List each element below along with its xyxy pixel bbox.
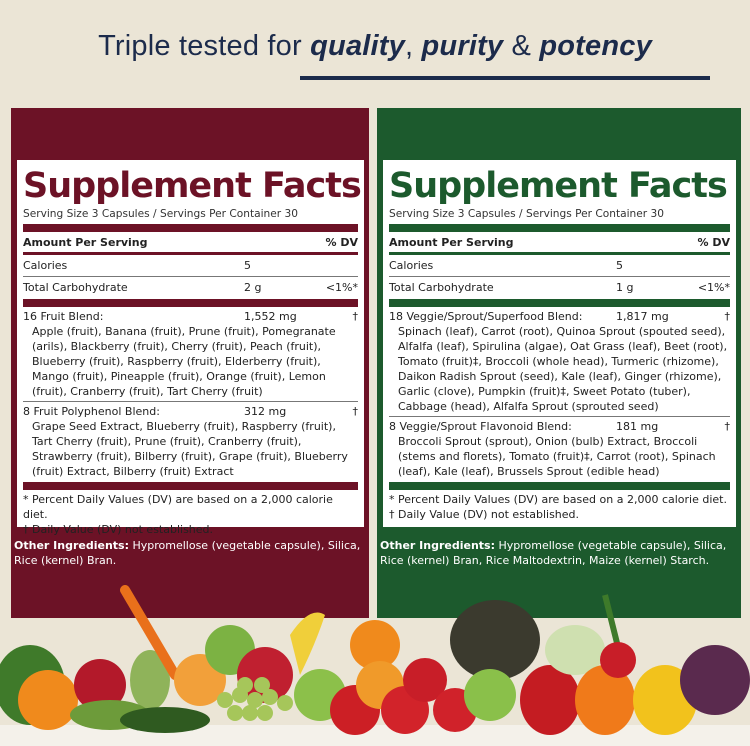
blend-ingredients: Apple (fruit), Banana (fruit), Prune (fr… (32, 325, 336, 398)
facts-title: Supplement Facts (23, 166, 362, 206)
facts-title: Supplement Facts (389, 166, 728, 206)
headline-sep: & (503, 30, 540, 62)
divider (389, 276, 730, 277)
fruit-vegetable-illustration (0, 585, 750, 746)
tomato (403, 658, 447, 702)
cabbage (545, 625, 605, 675)
amount-header-row: Amount Per Serving % DV (389, 234, 730, 251)
headline-underline (300, 76, 710, 80)
nutrient-dv (686, 257, 730, 274)
nutrient-amount: 2 g (244, 281, 262, 294)
calories-row: Calories 5 (23, 257, 358, 274)
veggie-facts-panel: Supplement Facts Serving Size 3 Capsules… (377, 108, 741, 618)
amount-header: Amount Per Serving (23, 236, 148, 249)
blend-dv: † (352, 310, 359, 323)
other-ingredients-text: Hypromellose (vegetable capsule), Silica… (380, 539, 727, 567)
carbs-row: Total Carbohydrate 1 g <1%* (389, 279, 730, 296)
apple (74, 659, 126, 711)
other-ingredients-text: Hypromellose (vegetable capsule), Silica… (14, 539, 361, 567)
fruit-facts-panel: Supplement Facts Serving Size 3 Capsules… (11, 108, 369, 618)
divider (389, 224, 730, 232)
divider (389, 482, 730, 490)
other-ingredients-label: Other Ingredients: (14, 539, 129, 552)
orange (18, 670, 78, 730)
blend-amount: 1,552 mg (244, 310, 297, 323)
blend-name: 16 Fruit Blend: (23, 310, 104, 323)
nutrient-amount: 1 g (616, 281, 634, 294)
cucumber (120, 707, 210, 733)
other-ingredients-label: Other Ingredients: (380, 539, 495, 552)
other-ingredients: Other Ingredients: Hypromellose (vegetab… (14, 538, 363, 568)
footnote-dagger: † Daily Value (DV) not established. (389, 508, 580, 521)
blend-amount: 312 mg (244, 405, 287, 418)
nutrient-name: Calories (23, 259, 68, 272)
orange-pepper (575, 665, 635, 735)
pear (130, 650, 170, 710)
nutrient-dv: <1%* (325, 281, 358, 294)
divider (23, 299, 358, 307)
divider (389, 252, 730, 255)
headline-potency: potency (539, 30, 652, 62)
nutrient-name: Calories (389, 259, 434, 272)
tomato (600, 642, 636, 678)
blend-row: 16 Fruit Blend: 1,552 mg † Apple (fruit), … (23, 309, 358, 399)
blend-row: 18 Veggie/Sprout/Superfood Blend: 1,817 m… (389, 309, 730, 414)
divider (389, 416, 730, 417)
green-apple (464, 669, 516, 721)
blend-dv: † (724, 420, 731, 433)
nutrient-amount: 5 (244, 259, 251, 272)
amount-header: Amount Per Serving (389, 236, 514, 249)
veggie-facts-card: Supplement Facts Serving Size 3 Capsules… (383, 160, 736, 527)
fruit-facts-card: Supplement Facts Serving Size 3 Capsules… (17, 160, 364, 536)
blend-name: 8 Fruit Polyphenol Blend: (23, 405, 160, 418)
dv-header: % DV (697, 236, 731, 249)
nutrient-dv: <1%* (697, 281, 730, 294)
dv-header: % DV (325, 236, 359, 249)
carrot (120, 585, 180, 680)
headline-purity: purity (421, 30, 504, 62)
lettuce (450, 600, 540, 680)
blend-amount: 1,817 mg (616, 310, 669, 323)
serving-info: Serving Size 3 Capsules / Servings Per C… (23, 208, 298, 220)
red-pepper (520, 665, 580, 735)
blend-ingredients: Grape Seed Extract, Blueberry (fruit), R… (32, 420, 348, 478)
blend-amount: 181 mg (616, 420, 659, 433)
blend-ingredients: Spinach (leaf), Carrot (root), Quinoa Sp… (398, 325, 728, 413)
blend-name: 8 Veggie/Sprout Flavonoid Blend: (389, 420, 572, 433)
divider (23, 276, 358, 277)
divider (23, 482, 358, 490)
blend-name: 18 Veggie/Sprout/Superfood Blend: (389, 310, 583, 323)
headline-sep: , (404, 30, 422, 62)
footnote-dv: * Percent Daily Values (DV) are based on… (23, 493, 333, 521)
orange (350, 620, 400, 670)
divider (23, 224, 358, 232)
red-cabbage (680, 645, 750, 715)
blend-row: 8 Veggie/Sprout Flavonoid Blend: 181 mg † … (389, 419, 730, 479)
nutrient-name: Total Carbohydrate (23, 281, 128, 294)
headline-quality: quality (310, 30, 405, 62)
blend-dv: † (352, 405, 359, 418)
carbs-row: Total Carbohydrate 2 g <1%* (23, 279, 358, 296)
blend-row: 8 Fruit Polyphenol Blend: 312 mg † Grape S… (23, 404, 358, 479)
blend-ingredients: Broccoli Sprout (sprout), Onion (bulb) E… (398, 435, 716, 478)
serving-info: Serving Size 3 Capsules / Servings Per C… (389, 208, 664, 220)
footnote-dagger: † Daily Value (DV) not established. (23, 523, 214, 536)
nutrient-name: Total Carbohydrate (389, 281, 494, 294)
other-ingredients: Other Ingredients: Hypromellose (vegetab… (380, 538, 735, 568)
banana (290, 612, 325, 675)
divider (23, 252, 358, 255)
headline: Triple tested for quality, purity & pote… (0, 30, 750, 63)
footnote-dv: * Percent Daily Values (DV) are based on… (389, 493, 727, 506)
calories-row: Calories 5 (389, 257, 730, 274)
nutrient-amount: 5 (616, 259, 623, 272)
nutrient-dv (314, 257, 358, 274)
blend-dv: † (724, 310, 731, 323)
divider (23, 401, 358, 402)
grapes (217, 677, 293, 721)
headline-prefix: Triple tested for (98, 30, 311, 62)
divider (389, 299, 730, 307)
amount-header-row: Amount Per Serving % DV (23, 234, 358, 251)
